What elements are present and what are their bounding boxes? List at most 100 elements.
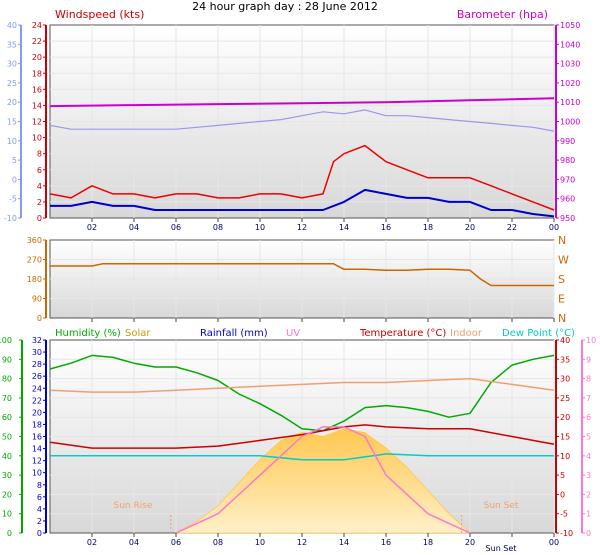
uv-tick-label: 3	[586, 471, 591, 480]
wind-outer-tick-label: -5	[9, 195, 17, 204]
compass-label: W	[558, 254, 569, 267]
barometer-tick-label: 960	[560, 195, 575, 204]
wind-inner-tick-label: 18	[32, 69, 42, 78]
direction-tick-label: 0	[37, 314, 42, 323]
wind-outer-tick-label: 30	[7, 60, 17, 69]
rainfall-tick-label: 24	[32, 384, 42, 393]
wind-inner-tick-label: 20	[32, 53, 42, 62]
temperature-tick-label: 0	[560, 490, 565, 499]
rainfall-tick-label: 18	[32, 420, 42, 429]
humidity-tick-label: 70	[2, 394, 12, 403]
uv-tick-label: 9	[586, 355, 591, 364]
rainfall-tick-label: 16	[32, 433, 42, 442]
graph-title: 24 hour graph day : 28 June 2012	[192, 0, 378, 13]
humidity-line	[49, 354, 555, 432]
x-tick-label: 20	[465, 538, 475, 547]
temperature-tick-label: 10	[560, 452, 570, 461]
rainfall-tick-label: 0	[37, 529, 42, 538]
gust-line	[49, 109, 555, 132]
uv-tick-label: 1	[586, 510, 591, 519]
sun-set-label: Sun Set	[484, 501, 519, 511]
temperature-tick-label: -10	[560, 529, 573, 538]
barometer-tick-label: 1050	[560, 21, 580, 30]
legend-entry: Humidity (%)	[55, 328, 121, 339]
wind-inner-tick-label: 14	[32, 101, 42, 110]
x-tick-label: 12	[297, 538, 307, 547]
x-tick-label: 16	[381, 223, 391, 232]
humidity-tick-label: 20	[2, 490, 12, 499]
humidity-tick-label: 0	[7, 529, 12, 538]
compass-label: S	[558, 273, 565, 286]
uv-tick-label: 0	[586, 529, 591, 538]
x-tick-label: 02	[87, 538, 97, 547]
direction-tick-label: 90	[32, 295, 42, 304]
temperature-tick-label: 30	[560, 375, 570, 384]
x-tick-label: 08	[213, 223, 223, 232]
humidity-tick-label: 40	[2, 452, 12, 461]
uv-line	[175, 426, 471, 534]
rainfall-tick-label: 8	[37, 481, 42, 490]
rainfall-tick-label: 10	[32, 469, 42, 478]
x-tick-label: 04	[129, 223, 139, 232]
temperature-tick-label: -5	[560, 510, 568, 519]
barometer-tick-label: 950	[560, 214, 575, 223]
wind-outer-tick-label: 25	[7, 79, 17, 88]
rainfall-tick-label: 12	[32, 457, 42, 466]
wind-inner-tick-label: 24	[32, 21, 42, 30]
temperature-tick-label: 20	[560, 413, 570, 422]
x-tick-label: 14	[339, 538, 349, 547]
temperature-tick-label: 35	[560, 355, 570, 364]
legend-entry: Dew Point (°C)	[502, 328, 575, 339]
wind-outer-tick-label: -10	[4, 214, 17, 223]
wind-inner-tick-label: 6	[37, 166, 42, 175]
direction-line	[50, 263, 554, 287]
x-tick-label: 04	[129, 538, 139, 547]
rainfall-tick-label: 2	[37, 517, 42, 526]
dew-point-line	[50, 453, 554, 461]
x-tick-label: 08	[213, 538, 223, 547]
x-tick-label: 06	[171, 538, 181, 547]
humidity-tick-label: 100	[0, 336, 12, 345]
temperature-tick-label: 40	[560, 336, 570, 345]
wind-inner-tick-label: 0	[37, 214, 42, 223]
temperature-tick-label: 25	[560, 394, 570, 403]
barometer-tick-label: 1030	[560, 60, 580, 69]
rainfall-tick-label: 26	[32, 372, 42, 381]
x-tick-label: 06	[171, 223, 181, 232]
barometer-tick-label: 980	[560, 156, 575, 165]
uv-tick-label: 2	[586, 490, 591, 499]
wind-outer-tick-label: 35	[7, 40, 17, 49]
x-tick-label: 20	[465, 223, 475, 232]
temperature-tick-label: 15	[560, 433, 570, 442]
rainfall-tick-label: 32	[32, 336, 42, 345]
uv-tick-label: 6	[586, 413, 591, 422]
uv-tick-label: 5	[586, 433, 591, 442]
x-tick-label: 12	[297, 223, 307, 232]
x-tick-label: 18	[423, 538, 433, 547]
humidity-tick-label: 60	[2, 413, 12, 422]
wind-outer-tick-label: 15	[7, 118, 17, 127]
rainfall-tick-label: 28	[32, 360, 42, 369]
rainfall-tick-label: 14	[32, 445, 42, 454]
x-tick-label: 18	[423, 223, 433, 232]
barometer-label: Barometer (hpa)	[457, 8, 548, 21]
wind-outer-tick-label: 5	[12, 156, 17, 165]
solar-area	[175, 428, 472, 534]
x-tick-label: 02	[87, 223, 97, 232]
humidity-tick-label: 50	[2, 433, 12, 442]
x-tick-label: 16	[381, 538, 391, 547]
rainfall-tick-label: 6	[37, 493, 42, 502]
sun-set-tick-label: Sun Set	[486, 544, 517, 553]
legend-entry: UV	[286, 328, 300, 339]
legend-entry: Indoor	[450, 328, 483, 339]
temperature-line	[49, 424, 555, 449]
uv-tick-label: 7	[586, 394, 591, 403]
barometer-tick-label: 1000	[560, 118, 580, 127]
rainfall-tick-label: 20	[32, 408, 42, 417]
legend-entry: Rainfall (mm)	[200, 328, 268, 339]
wind-inner-tick-label: 12	[32, 118, 42, 127]
x-tick-label: 10	[255, 223, 265, 232]
barometer-tick-label: 1020	[560, 79, 580, 88]
uv-tick-label: 8	[586, 375, 591, 384]
wind-inner-tick-label: 22	[32, 37, 42, 46]
